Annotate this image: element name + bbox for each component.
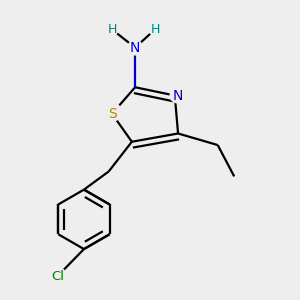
Text: H: H — [107, 23, 117, 36]
Text: N: N — [130, 40, 140, 55]
Text: N: N — [172, 88, 183, 103]
Text: H: H — [150, 23, 160, 36]
Circle shape — [170, 88, 185, 103]
Text: Cl: Cl — [51, 270, 64, 283]
Circle shape — [128, 40, 142, 55]
Circle shape — [106, 23, 118, 35]
Text: S: S — [108, 107, 116, 121]
Circle shape — [49, 268, 66, 285]
Circle shape — [103, 103, 121, 121]
Circle shape — [149, 23, 161, 35]
